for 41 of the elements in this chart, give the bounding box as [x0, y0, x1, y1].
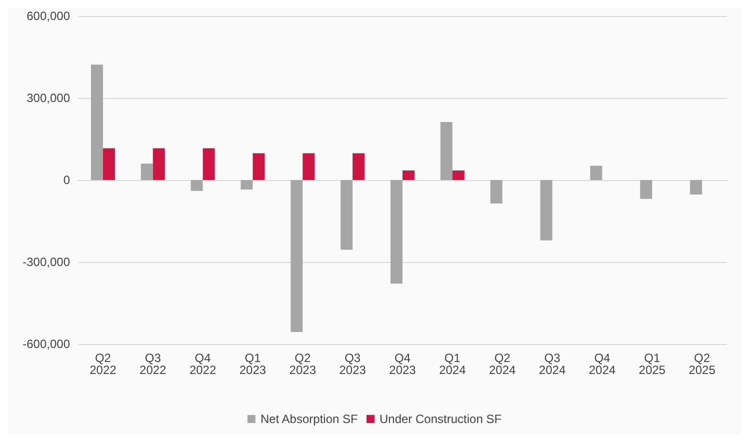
y-tick-label: 0 [63, 173, 70, 187]
bar [402, 170, 414, 180]
x-tick-label: Q3 2022 [140, 351, 167, 377]
x-tick-label: Q4 2023 [389, 351, 416, 377]
bar [190, 180, 203, 191]
bar [90, 64, 103, 180]
bar [202, 148, 215, 180]
bar [390, 180, 402, 284]
y-tick-label: -300,000 [22, 255, 70, 269]
x-tick-label: Q2 2025 [688, 351, 716, 377]
bar [440, 122, 452, 180]
x-tick-label: Q2 2022 [90, 351, 117, 377]
x-tick-label: Q2 2023 [289, 351, 316, 377]
bar [152, 148, 165, 180]
x-tick-label: Q1 2023 [239, 351, 266, 377]
y-tick-label: 300,000 [26, 91, 70, 105]
y-tick-label: 600,000 [26, 9, 70, 23]
x-tick-label: Q3 2024 [538, 351, 566, 377]
legend-label: Net Absorption SF [260, 412, 358, 426]
x-tick-label: Q2 2024 [488, 351, 516, 377]
y-tick-label: -600,000 [22, 337, 70, 351]
bar [140, 164, 153, 180]
x-tick-label: Q1 2025 [638, 351, 666, 377]
bar [240, 180, 253, 190]
bar [102, 148, 115, 180]
bar [490, 180, 502, 204]
x-tick-label: Q3 2023 [339, 351, 366, 377]
x-tick-label: Q4 2022 [189, 351, 216, 377]
bar [290, 180, 303, 332]
bar [590, 166, 602, 180]
bar [340, 180, 353, 250]
x-tick-label: Q4 2024 [588, 351, 616, 377]
bar [352, 153, 365, 180]
x-tick-label: Q1 2024 [439, 351, 466, 377]
bar [452, 170, 464, 180]
bar [640, 180, 652, 199]
bar [252, 153, 265, 180]
bar [690, 180, 702, 194]
legend-label: Under Construction SF [379, 412, 502, 426]
bar [540, 180, 552, 240]
bar [302, 153, 315, 180]
